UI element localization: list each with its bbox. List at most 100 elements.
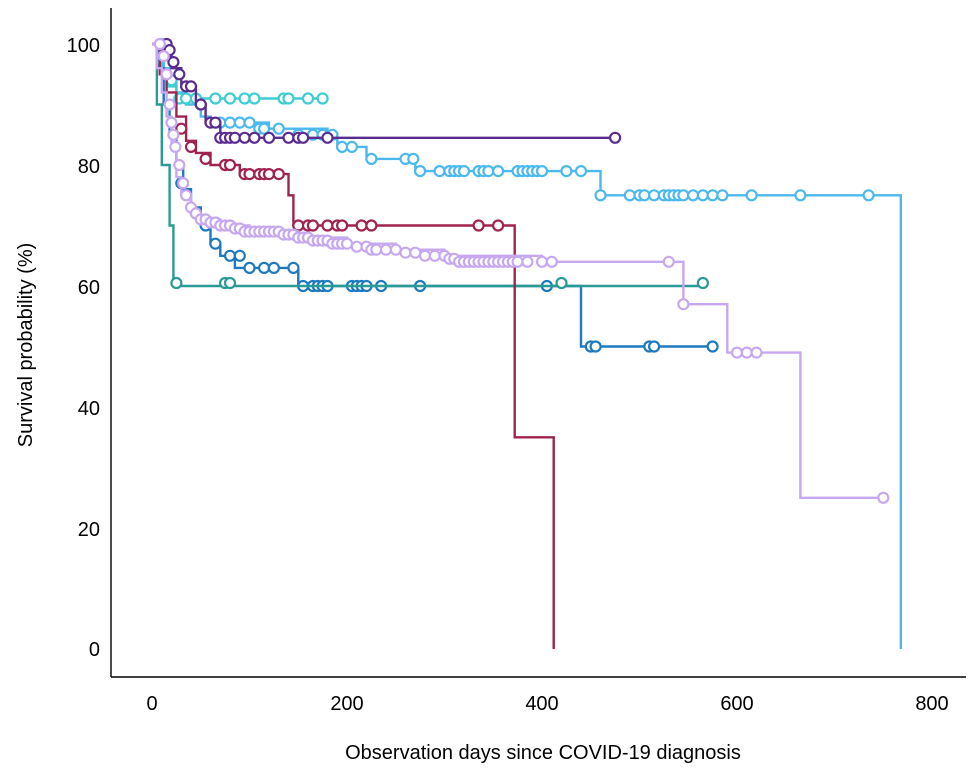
- censor-marker: [370, 243, 383, 256]
- censor-marker: [165, 116, 178, 129]
- censor-marker: [574, 165, 588, 178]
- censor-marker: [623, 189, 636, 202]
- censor-marker: [167, 55, 180, 69]
- censor-marker: [433, 165, 446, 178]
- censor-marker: [594, 189, 607, 202]
- censor-marker: [706, 189, 719, 202]
- x-tick-label: 600: [720, 693, 753, 715]
- censor-marker: [730, 346, 744, 359]
- censor-marker: [428, 249, 441, 262]
- survival-step-line: [152, 42, 555, 649]
- censor-marker: [167, 128, 180, 141]
- censor-marker: [209, 116, 222, 129]
- y-tick-labels: 0 20 40 60 80 100: [67, 35, 100, 661]
- censor-marker: [233, 116, 246, 129]
- censor-marker: [223, 249, 237, 262]
- censor-marker: [223, 116, 237, 129]
- censor-marker: [177, 177, 190, 190]
- censor-marker: [716, 189, 729, 202]
- censor-marker: [545, 255, 558, 268]
- censor-marker: [282, 92, 295, 105]
- y-tick-label: 0: [89, 639, 100, 661]
- censor-marker: [184, 140, 198, 153]
- censor-marker: [272, 122, 285, 135]
- censor-marker: [677, 189, 690, 202]
- y-tick-label: 40: [78, 398, 100, 420]
- censor-marker: [272, 168, 285, 181]
- censor-marker: [262, 131, 276, 144]
- censor-marker: [686, 189, 700, 202]
- x-tick-labels: 0 200 400 600 800: [146, 693, 948, 715]
- censor-marker: [223, 158, 237, 172]
- censor-marker: [173, 68, 186, 81]
- censor-marker: [238, 131, 251, 144]
- x-tick-label: 800: [915, 693, 948, 715]
- censor-marker: [336, 219, 349, 232]
- censor-marker: [389, 243, 402, 256]
- censor-marker: [399, 246, 412, 259]
- censor-marker: [472, 219, 485, 232]
- censor-marker: [209, 237, 222, 250]
- censor-marker: [740, 346, 753, 359]
- censor-marker: [163, 98, 176, 111]
- censor-marker: [511, 255, 524, 268]
- censor-marker: [560, 165, 573, 178]
- censor-marker: [589, 340, 602, 353]
- y-axis-title: Survival probability (%): [15, 243, 37, 448]
- censor-marker: [223, 92, 237, 105]
- censor-marker: [316, 92, 329, 105]
- censor-marker: [199, 152, 212, 165]
- censor-marker: [175, 122, 188, 135]
- censor-marker: [608, 131, 622, 144]
- censor-marker: [243, 168, 256, 181]
- censor-marker: [647, 340, 661, 353]
- censor-marker: [535, 255, 549, 268]
- y-tick-label: 100: [67, 35, 100, 57]
- y-tick-label: 20: [78, 519, 100, 541]
- censor-marker: [173, 158, 186, 172]
- censor-marker: [160, 68, 173, 81]
- censor-marker: [638, 189, 651, 202]
- series-2: [152, 42, 710, 290]
- x-tick-label: 200: [330, 693, 363, 715]
- censor-marker: [258, 261, 271, 274]
- censor-marker: [418, 249, 432, 262]
- censor-marker: [365, 219, 378, 232]
- censor-marker: [345, 140, 358, 153]
- censor-marker: [555, 276, 568, 290]
- censor-marker: [482, 165, 495, 178]
- series-6: [152, 37, 890, 504]
- censor-marker: [306, 219, 319, 232]
- censor-marker: [267, 261, 280, 274]
- censor-marker: [209, 92, 222, 105]
- censor-marker: [336, 140, 349, 153]
- censor-marker: [223, 276, 237, 290]
- censor-marker: [258, 122, 271, 135]
- censor-marker: [696, 276, 710, 290]
- x-axis-title: Observation days since COVID-19 diagnosi…: [345, 742, 741, 764]
- axes: [110, 8, 966, 678]
- censor-marker: [379, 243, 393, 256]
- censor-marker: [662, 255, 675, 268]
- censor-marker: [350, 240, 363, 253]
- censor-marker: [180, 189, 193, 202]
- censor-marker: [184, 80, 198, 93]
- censor-marker: [282, 131, 295, 144]
- censor-marker: [233, 249, 246, 262]
- censor-marker: [287, 261, 300, 274]
- censor-marker: [877, 491, 890, 504]
- censor-marker: [340, 237, 354, 250]
- censor-marker: [248, 131, 261, 144]
- survival-step-line: [152, 42, 884, 499]
- censor-marker: [521, 255, 534, 268]
- censor-marker: [153, 37, 166, 51]
- censor-marker: [696, 189, 710, 202]
- censor-marker: [243, 261, 256, 274]
- censor-marker: [301, 92, 315, 105]
- censor-marker: [321, 131, 334, 144]
- series-5: [152, 42, 555, 649]
- censor-marker: [794, 189, 807, 202]
- censor-marker: [243, 116, 256, 129]
- censor-marker: [647, 189, 661, 202]
- y-tick-label: 60: [78, 277, 100, 299]
